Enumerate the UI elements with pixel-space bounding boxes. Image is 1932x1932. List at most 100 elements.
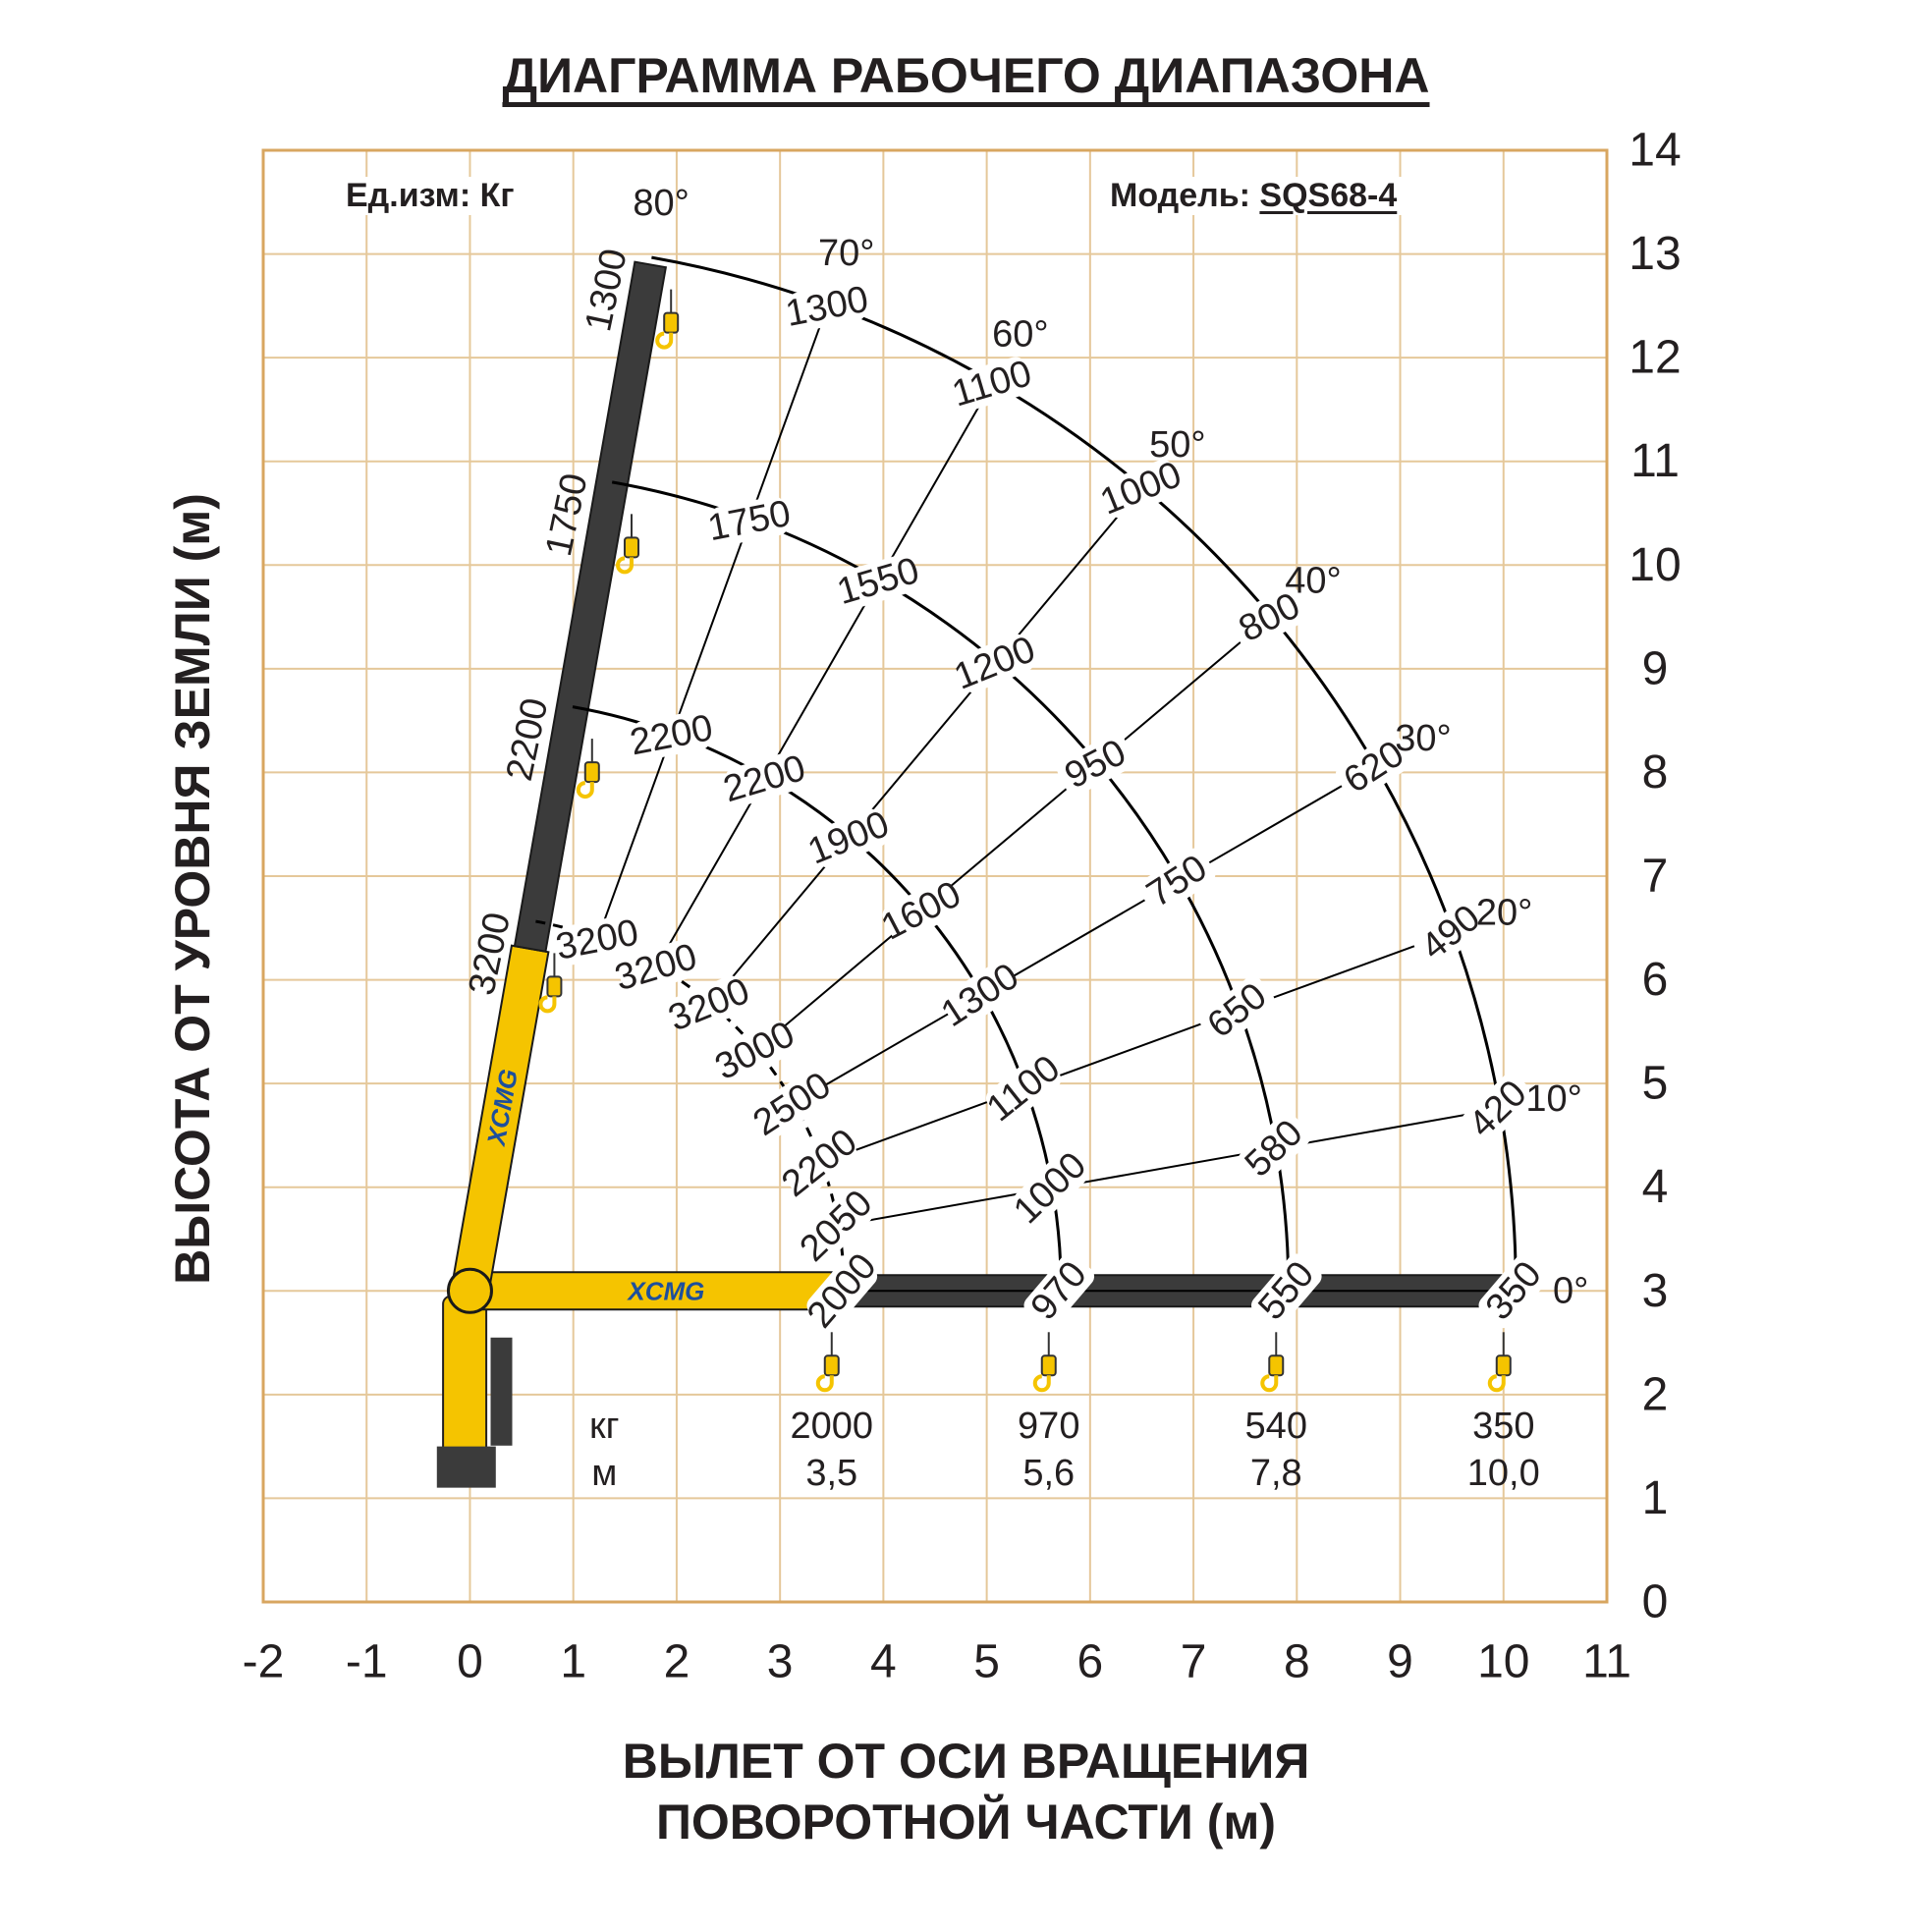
load-label-bg — [670, 975, 748, 1034]
load-label: 1000 — [1006, 1144, 1094, 1232]
y-tick-label: 14 — [1628, 125, 1681, 177]
x-tick-label: -2 — [243, 1636, 285, 1688]
hook-horizontal-hook — [815, 1374, 834, 1393]
y-tick-label: 9 — [1642, 642, 1669, 694]
load-label-bg — [953, 357, 1031, 412]
load-label-bg — [788, 282, 866, 332]
model-caption: Модель: — [1110, 177, 1250, 214]
angle-label: 40° — [1285, 561, 1341, 602]
angle-line — [755, 615, 1272, 1051]
load-label-bg — [782, 1129, 857, 1198]
x-tick-label: 5 — [973, 1636, 1000, 1688]
load-label-bg — [753, 1071, 831, 1137]
load-label-bg — [1462, 1073, 1535, 1145]
load-label: 1300 — [934, 956, 1026, 1035]
angle-line — [793, 765, 1377, 1105]
load-label-bg — [1250, 1253, 1322, 1329]
hook-vertical-hook — [616, 556, 634, 575]
angle-line — [709, 486, 1143, 1005]
logo-horizontal: XCMG — [626, 1276, 704, 1305]
y-tick-label: 7 — [1642, 851, 1669, 903]
angle-label: 70° — [818, 233, 874, 274]
model-value: SQS68-4 — [1259, 177, 1398, 214]
x-tick-label: 10 — [1477, 1636, 1529, 1688]
chart-title: ДИАГРАММА РАБОЧЕГО ДИАПАЗОНА — [502, 48, 1430, 103]
angle-line — [838, 1107, 1501, 1227]
angle-line — [656, 381, 994, 966]
load-label: 1300 — [782, 279, 871, 335]
x-tick-label: 9 — [1387, 1636, 1413, 1688]
y-tick-label: 11 — [1630, 435, 1680, 487]
load-label: 3000 — [708, 1014, 800, 1088]
hook-horizontal-block — [1268, 1354, 1285, 1377]
y-tick-label: 10 — [1628, 539, 1681, 591]
load-label-bg — [809, 808, 888, 868]
hook-vertical-block — [583, 761, 600, 784]
table-radius-value: 7,8 — [1250, 1453, 1302, 1494]
x-tick-label: 11 — [1582, 1636, 1631, 1688]
angle-label: 10° — [1525, 1078, 1581, 1120]
load-label: 2200 — [627, 707, 716, 763]
load-label-bg — [839, 554, 917, 609]
load-label-bg — [941, 962, 1019, 1029]
load-label-bg — [800, 1189, 873, 1262]
hook-horizontal-hook — [1487, 1374, 1506, 1393]
load-label-bg — [633, 710, 711, 760]
load-label-bg — [1335, 734, 1412, 800]
hook-vertical-hook — [655, 331, 674, 350]
load-label-bg — [725, 751, 804, 806]
y-tick-label: 1 — [1642, 1472, 1669, 1524]
hook-vertical-block — [623, 536, 639, 559]
hook-horizontal-hook — [1260, 1374, 1279, 1393]
x-tick-label: 3 — [767, 1636, 794, 1688]
y-tick-label: 12 — [1628, 332, 1681, 384]
x-tick-label: 6 — [1076, 1636, 1103, 1688]
slew-cylinder — [490, 1337, 513, 1446]
angle-label: 30° — [1395, 718, 1451, 759]
load-label: 1100 — [979, 1048, 1068, 1131]
table-radius-value: 3,5 — [805, 1453, 857, 1494]
hook-horizontal-block — [823, 1354, 840, 1377]
load-label: 1600 — [875, 873, 967, 948]
y-tick-label: 13 — [1628, 228, 1681, 280]
y-tick-label: 8 — [1642, 746, 1669, 799]
table-row-label-radius: м — [591, 1453, 617, 1494]
load-label-bg — [806, 1253, 878, 1329]
load-label-bg — [1231, 586, 1309, 649]
hook-vertical-block — [663, 311, 680, 334]
load-label: 1900 — [802, 803, 895, 873]
y-tick-label: 2 — [1642, 1368, 1669, 1420]
hook-vertical-block — [546, 975, 563, 998]
y-tick-label: 4 — [1642, 1161, 1669, 1213]
hook-horizontal-hook — [1032, 1374, 1051, 1393]
boom-pivot — [446, 1267, 493, 1314]
y-tick-label: 6 — [1642, 954, 1669, 1006]
load-label-bg — [1413, 898, 1489, 967]
angle-label: 80° — [633, 183, 689, 224]
load-label-bg — [1023, 1253, 1095, 1329]
load-label: 2200 — [719, 747, 810, 810]
x-axis-label: ВЫЛЕТ ОТ ОСИ ВРАЩЕНИЯ ПОВОРОТНОЙ ЧАСТИ (… — [0, 1731, 1932, 1852]
load-label-bg — [710, 496, 789, 546]
hook-horizontal-block — [1495, 1354, 1512, 1377]
load-label-bg — [617, 940, 695, 995]
load-label-bg — [882, 879, 961, 943]
crane-column — [442, 1295, 488, 1463]
table-load-value: 540 — [1245, 1406, 1307, 1447]
table-load-value: 2000 — [790, 1406, 873, 1447]
table-load-value: 350 — [1472, 1406, 1534, 1447]
load-label-bg — [1138, 848, 1216, 914]
table-row-label-load: кг — [589, 1406, 620, 1447]
load-label-bg — [1101, 459, 1181, 519]
angle-label: 0° — [1553, 1270, 1588, 1311]
load-label-bg — [1056, 733, 1134, 796]
y-tick-label: 3 — [1642, 1265, 1669, 1317]
unit-label: Ед.изм: Кг — [340, 177, 521, 215]
angle-label: 20° — [1476, 893, 1532, 934]
plot-frame — [261, 148, 1609, 1604]
load-label-bg — [985, 1054, 1062, 1124]
load-label-bg — [1478, 1253, 1550, 1329]
hook-vertical-hook — [576, 781, 594, 800]
load-label: 1100 — [948, 353, 1036, 414]
x-tick-label: 8 — [1284, 1636, 1310, 1688]
